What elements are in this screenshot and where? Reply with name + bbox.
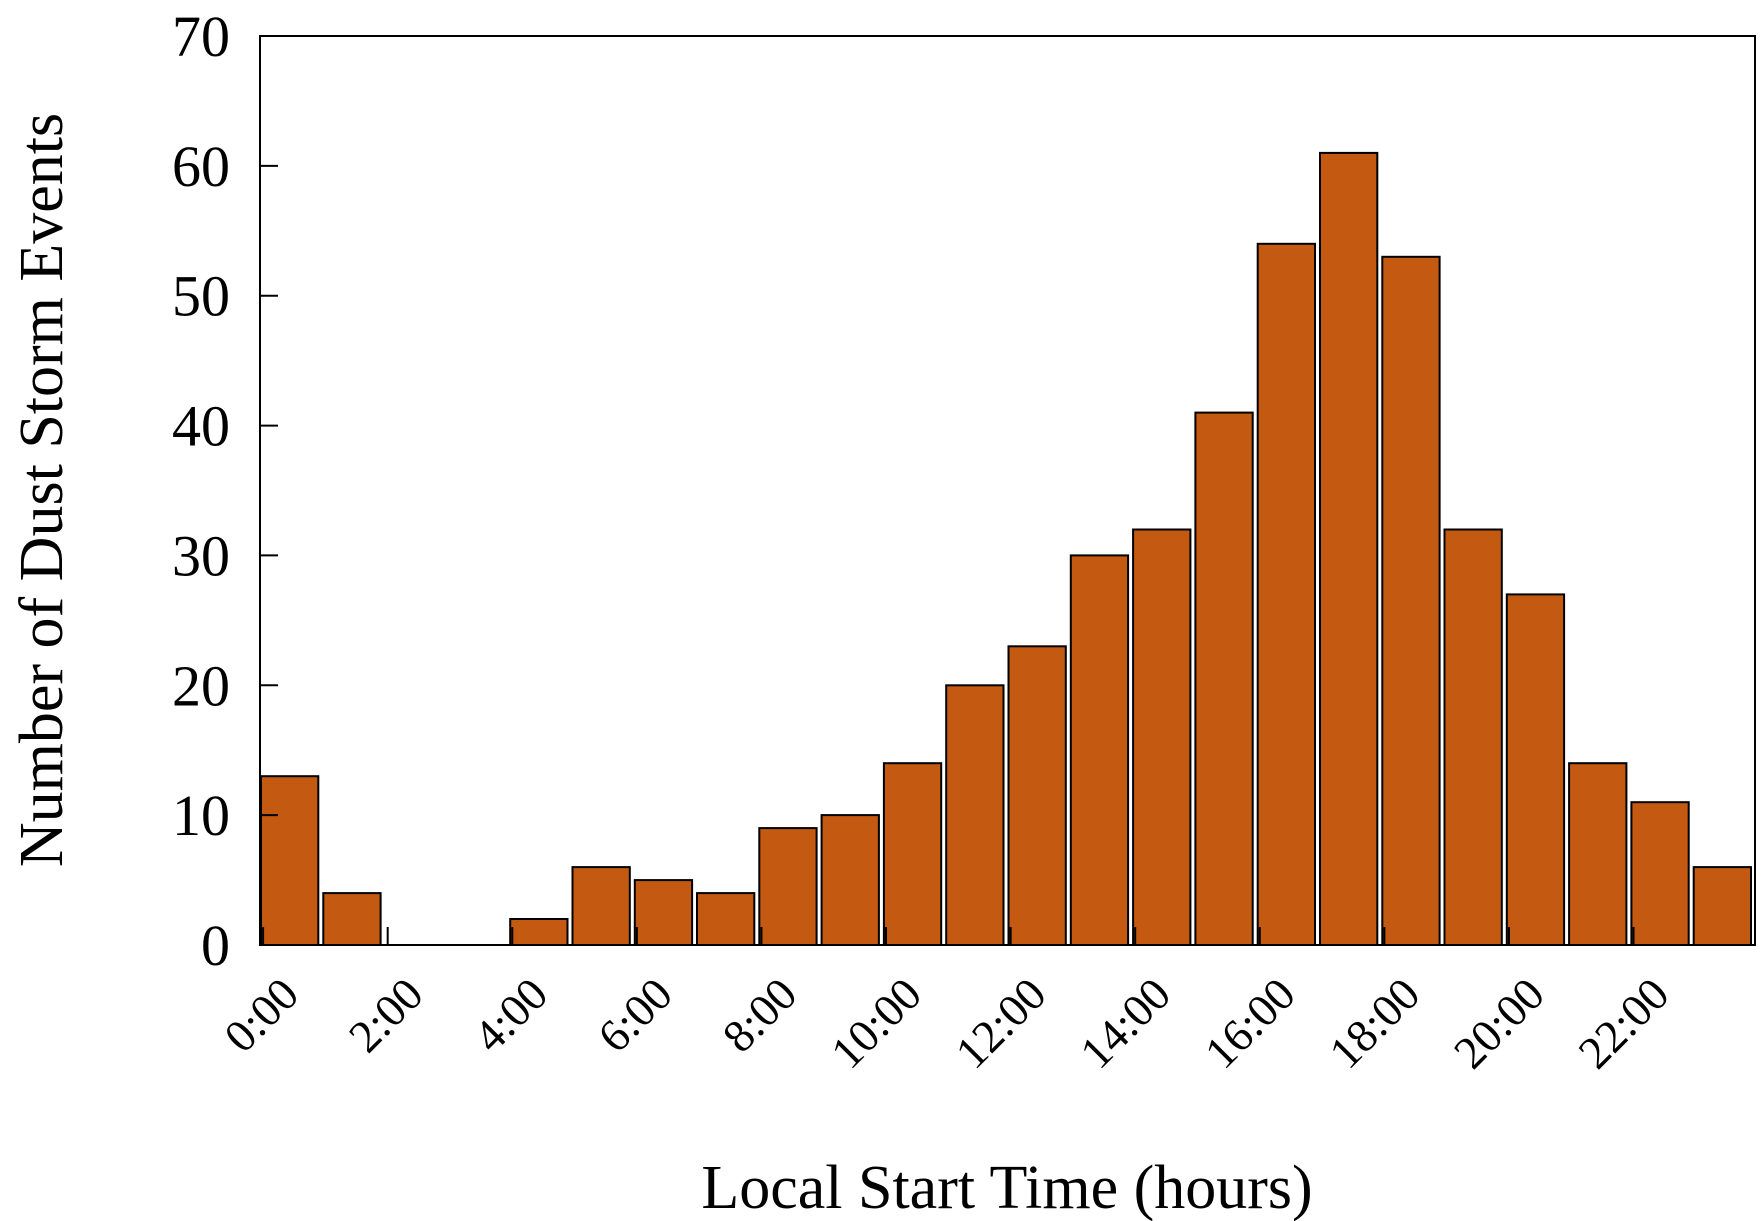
x-tick-label: 12:00 xyxy=(946,968,1056,1078)
bar-16-00 xyxy=(1256,242,1316,947)
y-tick-label: 0 xyxy=(201,913,230,978)
x-ticks-group: 0:00 2:00 4:00 6:00 8:00 10:00 12:00 14:00 16:00… xyxy=(214,927,1679,1078)
bar-8-00 xyxy=(758,827,818,946)
x-tick-label: 18:00 xyxy=(1319,968,1429,1078)
bar-19-00 xyxy=(1443,528,1503,946)
bar-23-00 xyxy=(1692,866,1752,946)
x-tick-label: 14:00 xyxy=(1070,968,1180,1078)
bar-18-00 xyxy=(1381,255,1441,946)
x-tick-label: 4:00 xyxy=(463,968,557,1062)
bar-5-00 xyxy=(571,866,631,946)
x-tick-label: 10:00 xyxy=(821,968,931,1078)
x-tick-label: 0:00 xyxy=(214,968,308,1062)
x-tick-label: 8:00 xyxy=(713,968,807,1062)
bar-17-00 xyxy=(1319,151,1379,946)
y-tick-label: 40 xyxy=(172,394,230,459)
y-axis-label: Number of Dust Storm Events xyxy=(8,113,76,867)
bar-15-00 xyxy=(1194,411,1254,947)
bar-6-00 xyxy=(633,879,694,946)
bar-10-00 xyxy=(882,762,943,947)
y-tick-label: 50 xyxy=(172,264,230,329)
bar-4-00 xyxy=(509,918,569,946)
y-tick-label: 70 xyxy=(172,4,230,69)
bars-group xyxy=(260,151,1752,947)
bar-1-00 xyxy=(322,892,382,946)
bar-0-00 xyxy=(260,775,320,947)
bar-14-00 xyxy=(1132,528,1192,946)
x-tick-label: 6:00 xyxy=(588,968,682,1062)
bar-22-00 xyxy=(1630,801,1690,947)
y-ticks-group: 0 10 20 30 40 50 60 70 xyxy=(172,4,278,978)
bar-20-00 xyxy=(1505,593,1566,947)
bar-11-00 xyxy=(945,684,1005,946)
x-tick-label: 2:00 xyxy=(339,968,433,1062)
bar-21-00 xyxy=(1568,762,1628,947)
y-tick-label: 20 xyxy=(172,653,230,718)
bar-13-00 xyxy=(1069,554,1130,947)
x-tick-label: 16:00 xyxy=(1195,968,1305,1078)
plot-frame xyxy=(259,35,1756,946)
x-tick-label: 20:00 xyxy=(1444,968,1554,1078)
y-tick-label: 60 xyxy=(172,134,230,199)
x-tick-label: 22:00 xyxy=(1568,968,1678,1078)
bar-12-00 xyxy=(1007,645,1067,946)
x-axis-label: Local Start Time (hours) xyxy=(701,1154,1312,1221)
bar-7-00 xyxy=(696,892,756,946)
y-tick-label: 30 xyxy=(172,523,230,588)
y-tick-label: 10 xyxy=(172,783,230,848)
bar-9-00 xyxy=(820,814,880,946)
